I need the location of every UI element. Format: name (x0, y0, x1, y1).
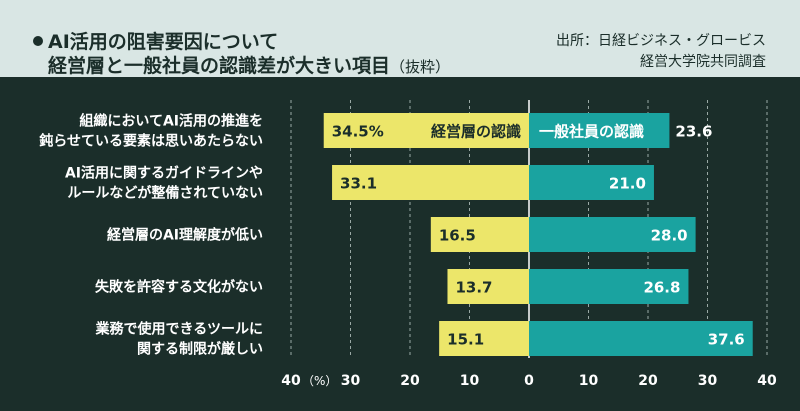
tick-label: 10 (460, 373, 480, 389)
bar-employee (529, 113, 670, 148)
bar-employee (529, 321, 753, 356)
axis-unit-label: （%） (302, 374, 337, 388)
category-label: 経営層のAI理解度が低い (107, 227, 263, 244)
chart-title-line2: 経営層と一般社員の認識差が大きい項目（抜粋） (48, 51, 450, 78)
bar-management (447, 269, 529, 304)
category-label-line: 組織においてAI活用の推進を (79, 113, 263, 130)
value-label-management: 33.1 (340, 175, 377, 193)
value-label-management: 13.7 (455, 279, 492, 297)
bar-management (323, 113, 529, 148)
tick-label: 10 (579, 373, 599, 389)
category-label-line: 鈍らせている要素は思いあたらない (39, 133, 263, 150)
category-label: 組織においてAI活用の推進を鈍らせている要素は思いあたらない (39, 113, 263, 150)
source-line2: 経営大学院共同調査 (640, 54, 766, 70)
source-line1: 出所：日経ビジネス・グロービス (556, 33, 766, 49)
tick-label: 40 (281, 373, 301, 389)
value-label-employee: 21.0 (609, 175, 646, 193)
category-label-line: AI活用に関するガイドラインや (65, 165, 263, 182)
bar-management (332, 165, 529, 200)
tick-label: 20 (400, 373, 420, 389)
tick-label: 20 (638, 373, 658, 389)
value-label-management: 15.1 (447, 331, 484, 349)
bar-management (430, 217, 529, 252)
value-label-management: 16.5 (439, 227, 476, 245)
bars-layer (323, 113, 753, 356)
category-label-line: 業務で使用できるツールに (95, 321, 263, 338)
bar-employee (529, 217, 696, 252)
bar-management (439, 321, 529, 356)
chart-header: AI活用の阻害要因について 経営層と一般社員の認識差が大きい項目（抜粋） 出所：… (0, 0, 800, 77)
chart-title-line1: AI活用の阻害要因について (48, 31, 279, 53)
value-label-employee: 23.6 (675, 123, 712, 141)
value-label-employee: 28.0 (651, 227, 688, 245)
category-label: 失敗を許容する文化がない (95, 279, 263, 296)
bar-employee (529, 269, 689, 304)
category-label-line: 経営層のAI理解度が低い (107, 227, 263, 244)
category-label-line: 失敗を許容する文化がない (95, 279, 263, 296)
category-label-line: ルールなどが整備されていない (67, 185, 263, 202)
category-label: 業務で使用できるツールに関する制限が厳しい (95, 321, 263, 358)
chart-title-note: （抜粋） (390, 58, 451, 76)
tick-label: 30 (341, 373, 361, 389)
x-axis: 40 30 20 10 0 10 20 30 40（%） (281, 373, 777, 389)
chart-title-line2-main: 経営層と一般社員の認識差が大きい項目 (48, 55, 391, 77)
tick-label: 40 (757, 373, 777, 389)
bar-employee (529, 165, 654, 200)
tick-label: 30 (698, 373, 718, 389)
series-label-employee: 一般社員の認識 (539, 123, 644, 141)
labels-layer: 組織においてAI活用の推進を鈍らせている要素は思いあたらない 34.5% 23.6 経… (39, 113, 744, 358)
value-label-employee: 37.6 (708, 331, 745, 349)
category-label: AI活用に関するガイドラインやルールなどが整備されていない (65, 165, 263, 202)
category-label-line: 関する制限が厳しい (137, 341, 263, 358)
value-label-employee: 26.8 (643, 279, 680, 297)
title-bullet-icon (33, 36, 43, 46)
tick-label: 0 (524, 373, 534, 389)
value-label-management: 34.5% (332, 123, 384, 141)
series-label-management: 経営層の認識 (431, 123, 521, 141)
